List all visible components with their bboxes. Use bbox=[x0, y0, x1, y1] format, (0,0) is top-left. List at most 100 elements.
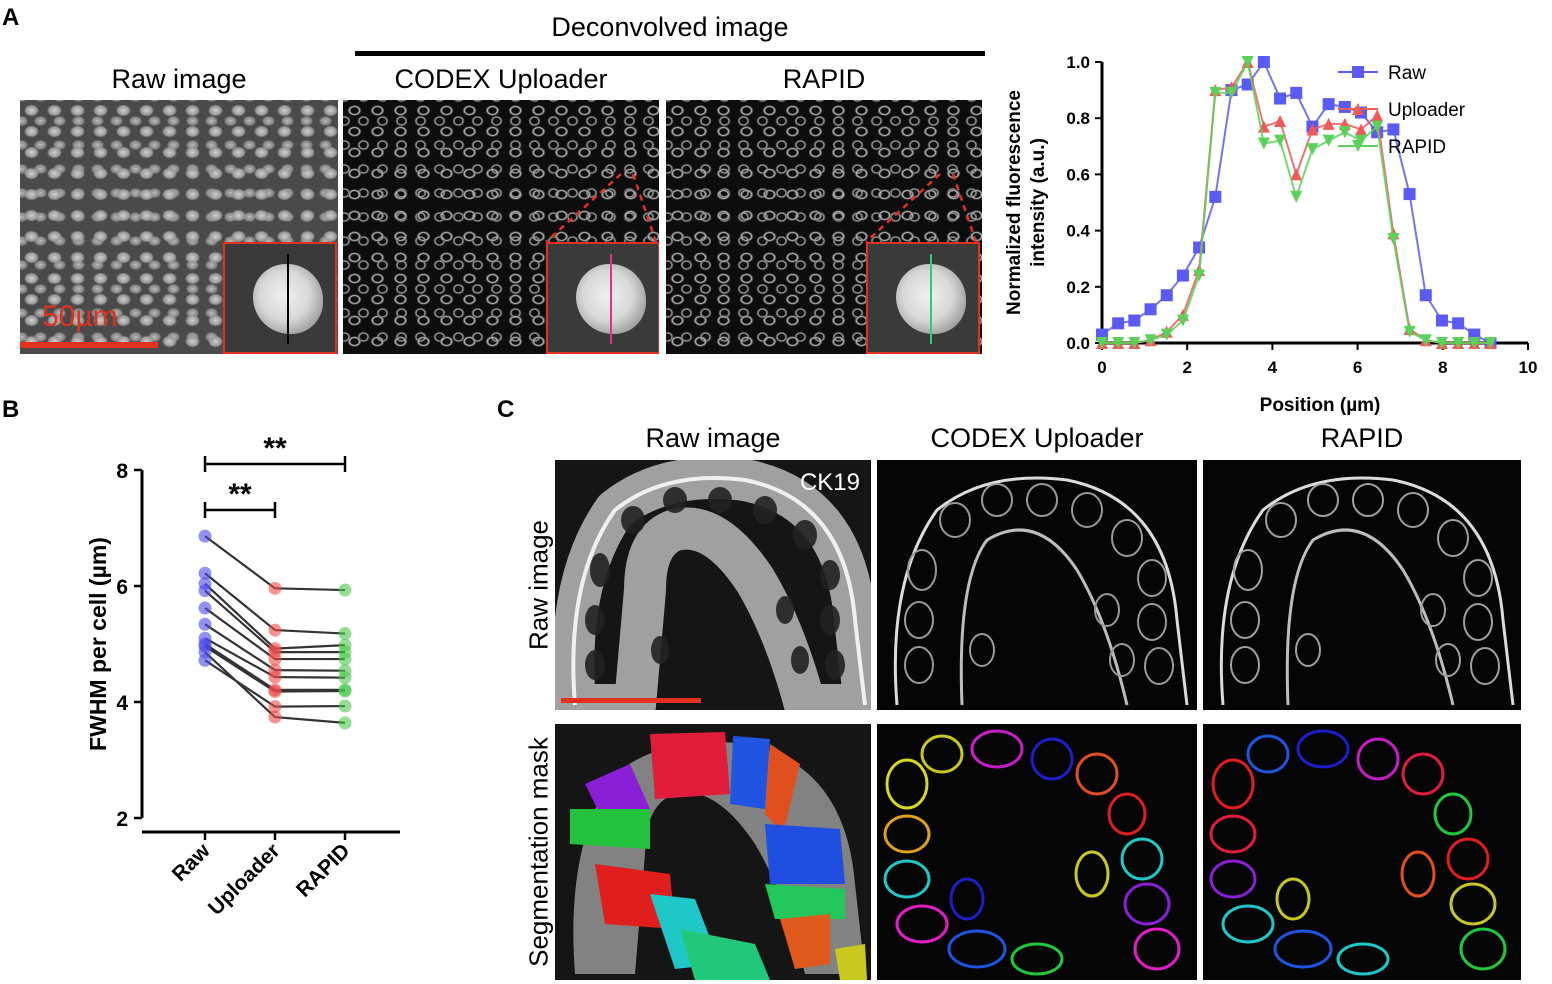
point-rapid bbox=[1338, 126, 1351, 139]
point-uploader bbox=[1274, 115, 1287, 128]
tissue-uploader bbox=[877, 460, 1197, 710]
y-axis-label: FWHM per cell (µm) bbox=[85, 537, 111, 751]
x-tick-label: 8 bbox=[1438, 358, 1447, 377]
y-tick-label: 0.6 bbox=[1066, 165, 1090, 184]
point-uploader bbox=[268, 623, 282, 637]
col-header-uploader: CODEX Uploader bbox=[394, 64, 608, 94]
panel-letter-c: C bbox=[497, 396, 515, 423]
rapid-image-tile bbox=[666, 100, 982, 354]
point-raw bbox=[1419, 289, 1432, 302]
tissue-rapid bbox=[1203, 460, 1521, 710]
point-rapid bbox=[1452, 337, 1465, 349]
point-raw bbox=[1387, 123, 1400, 136]
point-rapid bbox=[338, 684, 352, 698]
point-rapid bbox=[1435, 337, 1448, 349]
point-raw bbox=[1452, 317, 1465, 330]
c-col-header-uploader: CODEX Uploader bbox=[930, 423, 1144, 453]
point-rapid bbox=[1209, 86, 1222, 99]
scale-bar bbox=[20, 342, 158, 348]
point-raw bbox=[198, 617, 212, 631]
x-tick-label: 0 bbox=[1097, 358, 1106, 377]
uploader-image-tile bbox=[343, 100, 659, 354]
col-header-rapid: RAPID bbox=[782, 64, 866, 94]
point-raw bbox=[198, 566, 212, 580]
point-raw bbox=[1128, 314, 1141, 327]
x-axis-label: Position (µm) bbox=[1260, 395, 1381, 416]
point-uploader bbox=[1290, 168, 1303, 181]
deconvolved-header: Deconvolved image bbox=[551, 12, 789, 42]
point-uploader bbox=[1306, 123, 1319, 136]
point-rapid bbox=[1468, 337, 1481, 349]
point-raw bbox=[1290, 86, 1303, 99]
point-raw bbox=[198, 529, 212, 543]
point-raw bbox=[1435, 314, 1448, 327]
point-rapid bbox=[1387, 233, 1400, 246]
point-rapid bbox=[338, 627, 352, 641]
x-tick-label: 10 bbox=[1519, 358, 1538, 377]
point-rapid bbox=[1128, 337, 1141, 349]
legend-label-raw: Raw bbox=[1388, 63, 1426, 84]
rapid-profile-line bbox=[930, 254, 932, 344]
y-tick-label: 0.2 bbox=[1066, 278, 1090, 297]
point-uploader bbox=[268, 685, 282, 699]
point-rapid bbox=[338, 583, 352, 597]
y-tick-label: 2 bbox=[116, 808, 128, 831]
x-tick-label: RAPID bbox=[292, 839, 354, 901]
deconvolved-bracket bbox=[355, 51, 985, 56]
point-uploader bbox=[1322, 117, 1335, 130]
uploader-profile-line bbox=[610, 254, 612, 344]
point-rapid bbox=[1112, 337, 1125, 349]
raw-image-tile: 50µm bbox=[20, 100, 338, 354]
legend-label-rapid: RAPID bbox=[1388, 137, 1446, 158]
point-rapid bbox=[1484, 337, 1497, 349]
point-uploader bbox=[268, 670, 282, 684]
point-rapid bbox=[1176, 314, 1189, 327]
point-raw bbox=[1209, 190, 1222, 203]
point-rapid bbox=[1419, 334, 1432, 347]
fluorescence-profile-chart: 0.0 0.2 0.4 0.6 0.8 1.0 0 2 4 6 8 10 Position (µm) No… bbox=[1004, 53, 1538, 416]
y-tick-label: 1.0 bbox=[1066, 53, 1090, 72]
point-rapid bbox=[338, 699, 352, 713]
y-tick-label: 0.0 bbox=[1066, 334, 1090, 353]
point-rapid bbox=[338, 652, 352, 666]
point-rapid bbox=[1403, 325, 1416, 338]
scale-bar-label: 50µm bbox=[42, 300, 118, 333]
y-tick-label: 8 bbox=[116, 460, 128, 483]
point-rapid bbox=[1257, 137, 1270, 150]
seg-raw bbox=[555, 724, 871, 980]
point-raw bbox=[1176, 269, 1189, 282]
point-rapid bbox=[338, 671, 352, 685]
point-rapid bbox=[1225, 86, 1238, 99]
x-tick-label: Raw bbox=[168, 839, 215, 886]
point-raw bbox=[1193, 241, 1206, 254]
sig-label: ** bbox=[228, 478, 252, 511]
x-tick-label: 4 bbox=[1268, 358, 1278, 377]
x-tick-label: 2 bbox=[1182, 358, 1191, 377]
c-row-label-raw: Raw image bbox=[524, 460, 554, 710]
point-raw bbox=[1257, 56, 1270, 68]
point-rapid bbox=[1306, 143, 1319, 156]
legend-marker-uploader bbox=[1352, 103, 1364, 115]
c-col-header-rapid: RAPID bbox=[1320, 423, 1404, 453]
legend-marker-rapid bbox=[1352, 140, 1364, 152]
x-tick-label: 6 bbox=[1353, 358, 1362, 377]
raw-zoom-inset bbox=[223, 242, 337, 354]
seg-rapid bbox=[1203, 724, 1521, 980]
point-raw bbox=[1160, 289, 1173, 302]
point-raw bbox=[198, 645, 212, 659]
y-tick-label: 0.8 bbox=[1066, 109, 1090, 128]
c-row-label-raw-text: Raw image bbox=[523, 519, 554, 651]
point-raw bbox=[1274, 92, 1287, 105]
point-rapid bbox=[1193, 269, 1206, 282]
point-uploader bbox=[268, 581, 282, 595]
uploader-zoom-inset bbox=[546, 242, 659, 354]
point-rapid bbox=[338, 716, 352, 730]
point-raw bbox=[1144, 303, 1157, 316]
point-raw bbox=[1112, 317, 1125, 330]
point-uploader bbox=[268, 652, 282, 666]
point-raw bbox=[1322, 98, 1335, 111]
point-rapid bbox=[1144, 334, 1157, 347]
c-col-header-raw: Raw image bbox=[645, 423, 781, 453]
x-tick-label: Uploader bbox=[204, 839, 285, 920]
